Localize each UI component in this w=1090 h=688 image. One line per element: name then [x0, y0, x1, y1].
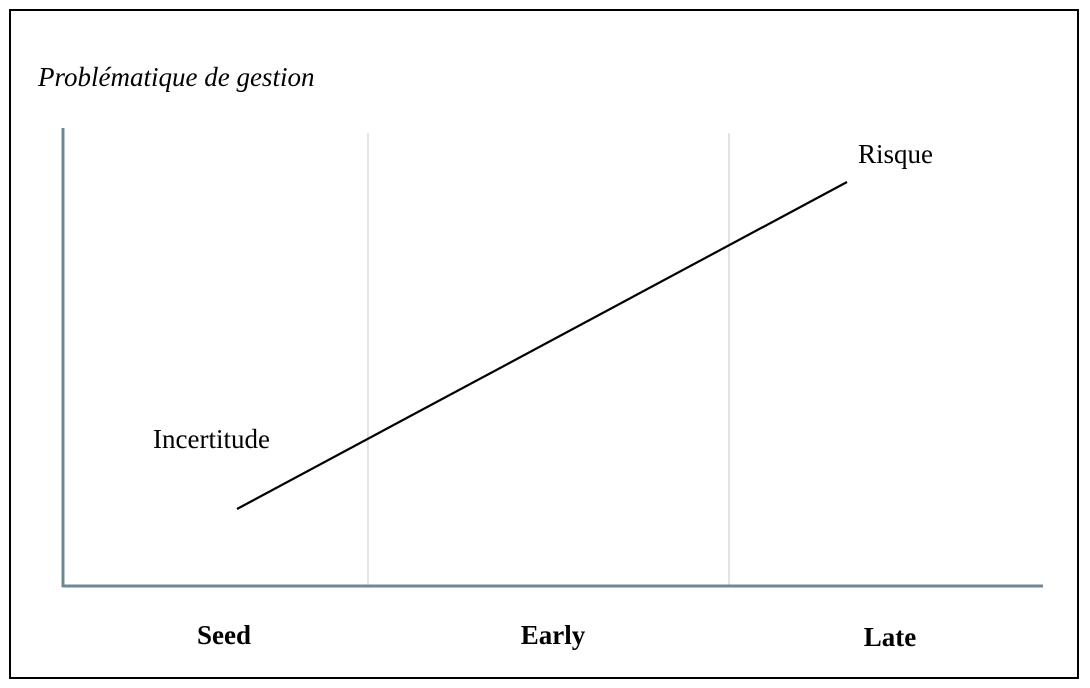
trend-line — [236, 181, 848, 510]
start-label: Incertitude — [153, 424, 270, 454]
stage-label: Late — [864, 622, 917, 652]
diagram-title: Problématique de gestion — [37, 62, 314, 92]
stage-label: Seed — [197, 620, 251, 650]
end-label: Risque — [858, 139, 933, 169]
stage-label: Early — [521, 620, 586, 650]
